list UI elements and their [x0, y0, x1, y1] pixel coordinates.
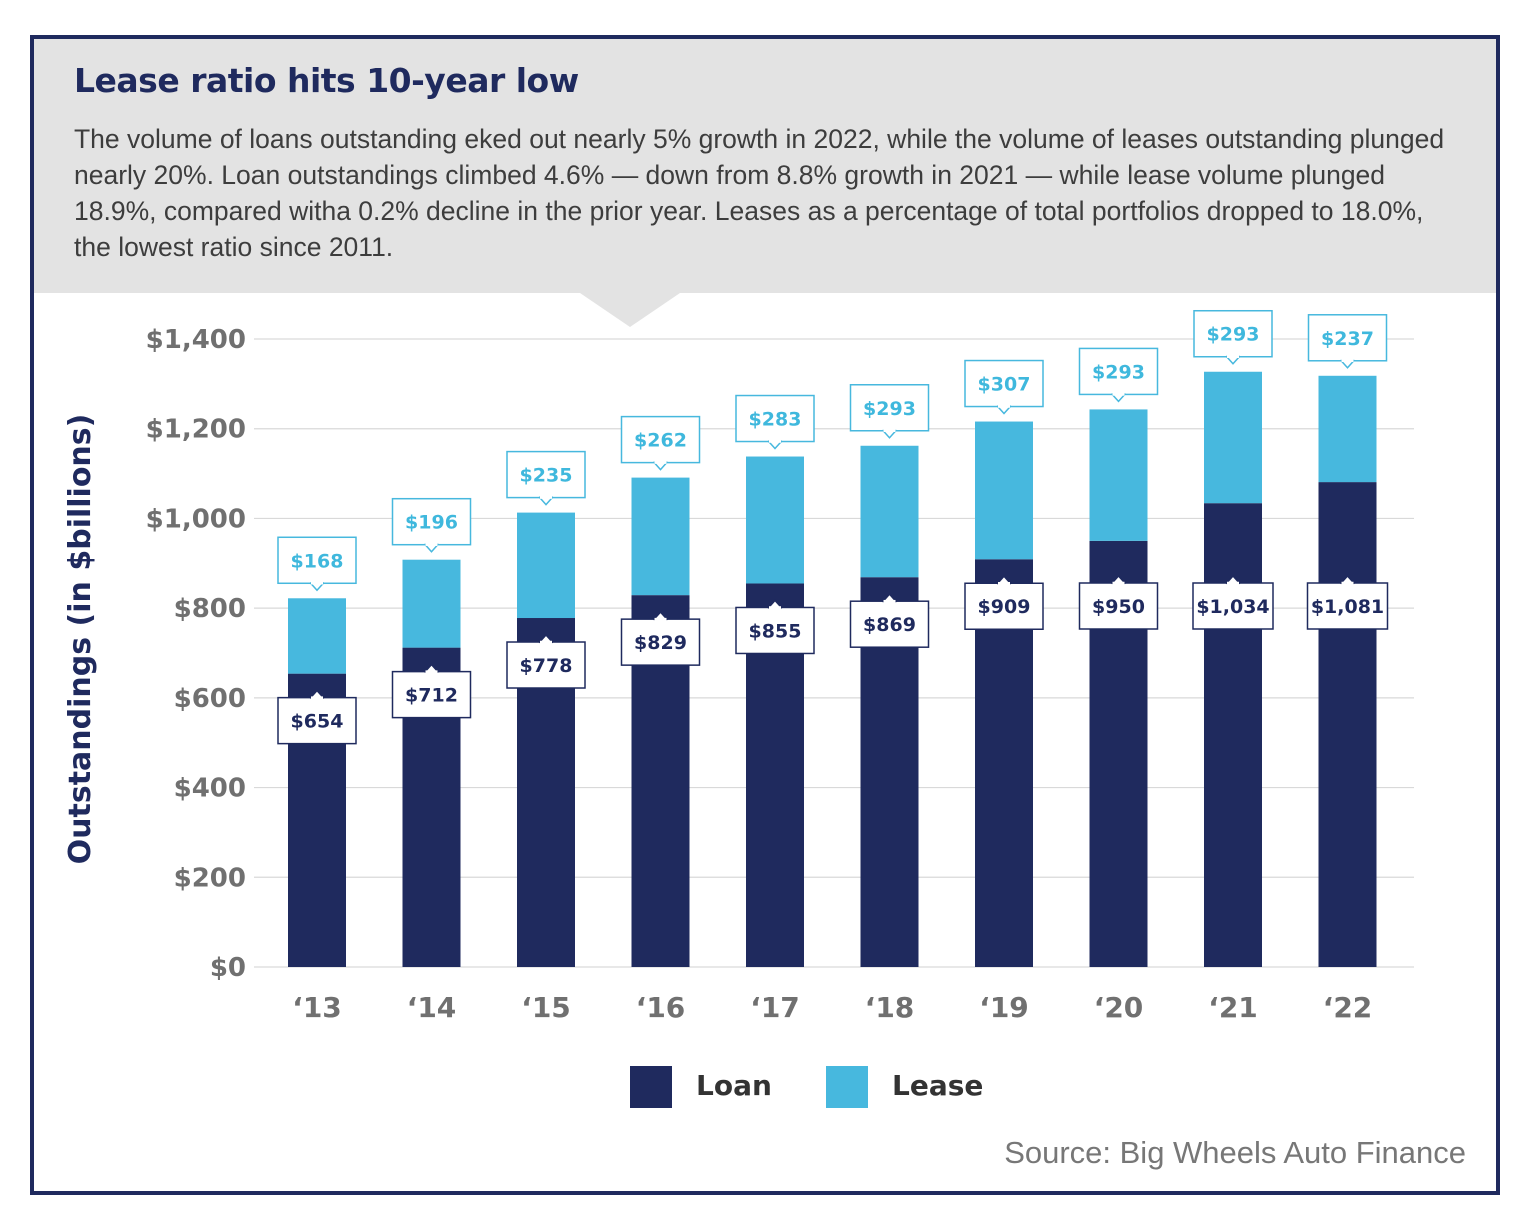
- data-label-loan-text: $778: [520, 655, 573, 677]
- data-label-lease-text: $293: [863, 398, 916, 420]
- x-tick-label: ‘15: [521, 991, 571, 1024]
- x-tick-label: ‘17: [750, 991, 800, 1024]
- chart-subtitle: The volume of loans outstanding eked out…: [74, 124, 1445, 262]
- data-label-loan: $712: [391, 663, 472, 719]
- data-label-lease-box: [391, 497, 472, 546]
- data-label-loan-text: $654: [291, 711, 344, 733]
- bar-lease: [746, 456, 804, 584]
- y-tick-label: $400: [174, 774, 246, 804]
- data-label-loan: $654: [277, 689, 357, 745]
- bar-lease: [860, 445, 919, 578]
- data-label-loan-text: $869: [863, 614, 916, 636]
- data-label-lease-text: $235: [520, 465, 573, 487]
- data-label-loan-box: [1078, 582, 1159, 630]
- data-label-lease: $168: [277, 536, 357, 592]
- data-label-lease: $293: [1193, 309, 1273, 365]
- legend-swatch-loan: [630, 1066, 672, 1108]
- data-label-lease-box: [735, 394, 815, 443]
- data-label-loan: $778: [506, 633, 586, 689]
- x-tick-label: ‘19: [979, 991, 1029, 1024]
- data-label-lease-box: [620, 415, 701, 464]
- legend-label-loan: Loan: [696, 1069, 772, 1102]
- data-label-lease-text: $307: [978, 374, 1031, 396]
- data-label-lease-text: $168: [291, 550, 344, 572]
- bar-loan: [1318, 482, 1377, 967]
- data-label-loan-text: $1,081: [1311, 596, 1384, 618]
- data-label-loan-text: $950: [1092, 596, 1145, 618]
- data-label-lease: $196: [391, 497, 472, 553]
- data-label-lease: $293: [1078, 347, 1159, 403]
- y-tick-label: $1,400: [146, 325, 246, 355]
- y-axis-title: Outstandings (in $billions): [63, 414, 98, 865]
- data-label-loan-text: $909: [978, 596, 1031, 618]
- x-tick-label: ‘18: [865, 991, 915, 1024]
- bar-lease: [631, 477, 690, 596]
- data-label-loan-box: [735, 606, 815, 655]
- header-pointer: [580, 293, 680, 327]
- data-label-lease-text: $293: [1207, 324, 1260, 346]
- data-label-lease-text: $283: [749, 409, 802, 431]
- data-label-loan: $1,081: [1306, 574, 1389, 630]
- bar-lease: [1204, 371, 1262, 504]
- bar-lease: [975, 421, 1033, 560]
- x-tick-label: ‘14: [407, 991, 457, 1024]
- data-label-lease-box: [1193, 309, 1273, 358]
- data-label-loan-text: $712: [405, 685, 458, 707]
- legend-swatch-lease: [826, 1066, 868, 1108]
- data-label-loan: $869: [849, 593, 930, 648]
- y-tick-label: $1,000: [146, 504, 246, 534]
- data-label-loan-box: [1192, 582, 1274, 630]
- chart-title: Lease ratio hits 10-year low: [74, 61, 579, 100]
- bar-lease: [288, 598, 346, 674]
- data-label-lease-text: $237: [1321, 328, 1374, 350]
- chart-header: Lease ratio hits 10-year low The volume …: [34, 39, 1496, 293]
- legend-label-lease: Lease: [892, 1069, 983, 1102]
- data-label-lease-text: $196: [405, 512, 458, 534]
- y-tick-label: $0: [210, 953, 246, 983]
- bar-lease: [1089, 409, 1148, 541]
- data-label-loan-box: [391, 670, 472, 719]
- y-tick-label: $600: [174, 684, 246, 714]
- y-tick-label: $800: [174, 594, 246, 624]
- data-label-lease: $262: [620, 415, 701, 471]
- data-label-loan: $909: [964, 575, 1044, 630]
- x-tick-label: ‘16: [636, 991, 686, 1024]
- data-label-loan: $855: [735, 599, 815, 655]
- data-label-lease: $293: [849, 384, 930, 439]
- data-label-lease-text: $262: [634, 430, 687, 452]
- data-label-loan-text: $1,034: [1196, 596, 1269, 618]
- data-label-lease: $237: [1307, 314, 1388, 369]
- data-label-loan-box: [964, 582, 1044, 630]
- data-label-loan: $829: [620, 611, 701, 666]
- data-label-loan-text: $855: [749, 620, 802, 642]
- x-tick-label: ‘20: [1094, 991, 1144, 1024]
- source-note: Source: Big Wheels Auto Finance: [1004, 1135, 1466, 1170]
- stacked-bar-chart: $0 $200 $400 $600 $800 $1,000 $1,200 $1,400 Outs…: [63, 309, 1414, 1108]
- chart-frame: Lease ratio hits 10-year low The volume …: [30, 35, 1500, 1195]
- data-label-lease-box: [277, 536, 357, 585]
- y-tick-label: $1,200: [146, 415, 246, 445]
- y-tick-label: $200: [174, 863, 246, 893]
- x-tick-label: ‘13: [292, 991, 342, 1024]
- data-label-lease: $283: [735, 394, 815, 450]
- data-label-lease: $307: [964, 359, 1044, 415]
- data-label-lease: $235: [506, 450, 586, 506]
- bar-lease: [402, 559, 461, 648]
- bar-loan: [1204, 503, 1262, 967]
- data-label-lease-box: [1307, 314, 1388, 362]
- data-label-lease-box: [849, 384, 930, 432]
- x-tick-label: ‘22: [1323, 991, 1373, 1024]
- data-label-loan: $950: [1078, 574, 1159, 630]
- data-label-lease-text: $293: [1092, 361, 1145, 383]
- data-label-lease-box: [506, 450, 586, 499]
- data-label-loan-box: [1306, 582, 1389, 630]
- data-label-loan: $1,034: [1192, 574, 1274, 630]
- x-tick-label: ‘21: [1208, 991, 1258, 1024]
- bar-lease: [517, 512, 575, 619]
- bar-lease: [1318, 375, 1377, 483]
- data-label-loan-text: $829: [634, 632, 687, 654]
